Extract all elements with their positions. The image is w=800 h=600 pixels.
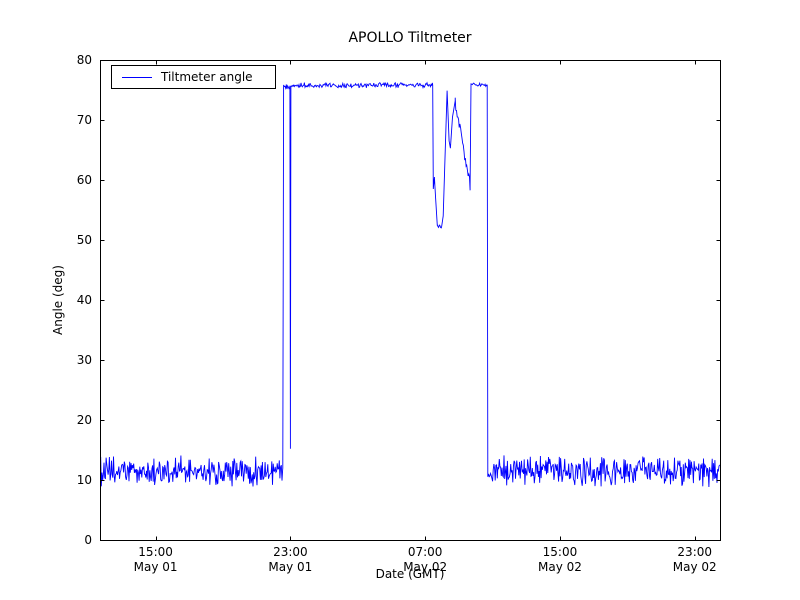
legend: Tiltmeter angle — [111, 65, 276, 89]
x-tick-label: 15:00 May 02 — [518, 545, 602, 575]
x-tick-time: 15:00 — [138, 545, 173, 559]
tick-marks — [100, 60, 721, 541]
legend-label: Tiltmeter angle — [161, 70, 253, 84]
y-tick-label: 80 — [76, 53, 92, 67]
x-tick-date: May 02 — [672, 560, 717, 574]
x-tick-time: 15:00 — [542, 545, 578, 559]
x-axis-label: Date (GMT) — [375, 567, 445, 581]
x-tick-date: May 01 — [268, 560, 313, 574]
y-tick-label: 20 — [76, 413, 92, 427]
x-tick-time: 23:00 — [677, 545, 713, 559]
x-tick-date: May 02 — [403, 560, 448, 574]
x-tick-date: May 01 — [133, 560, 178, 574]
y-tick-label: 50 — [76, 233, 92, 247]
x-tick-time: 23:00 — [273, 545, 308, 559]
y-tick-label: 10 — [76, 473, 92, 487]
data-line — [100, 81, 720, 488]
y-tick-label: 40 — [76, 293, 92, 307]
x-tick-date: May 02 — [537, 560, 582, 574]
y-tick-label: 30 — [76, 353, 92, 367]
chart-title: APOLLO Tiltmeter — [348, 30, 472, 46]
legend-line-sample — [122, 76, 152, 78]
y-tick-label: 70 — [76, 113, 92, 127]
y-tick-label: 0 — [84, 533, 92, 547]
x-tick-label: 23:00 May 01 — [248, 545, 332, 575]
x-tick-label: 15:00 May 01 — [114, 545, 198, 575]
x-tick-label: 07:00 May 02 — [383, 545, 467, 575]
x-tick-label: 23:00 May 02 — [653, 545, 737, 575]
y-tick-label: 60 — [76, 173, 92, 187]
x-tick-time: 07:00 — [407, 545, 443, 559]
